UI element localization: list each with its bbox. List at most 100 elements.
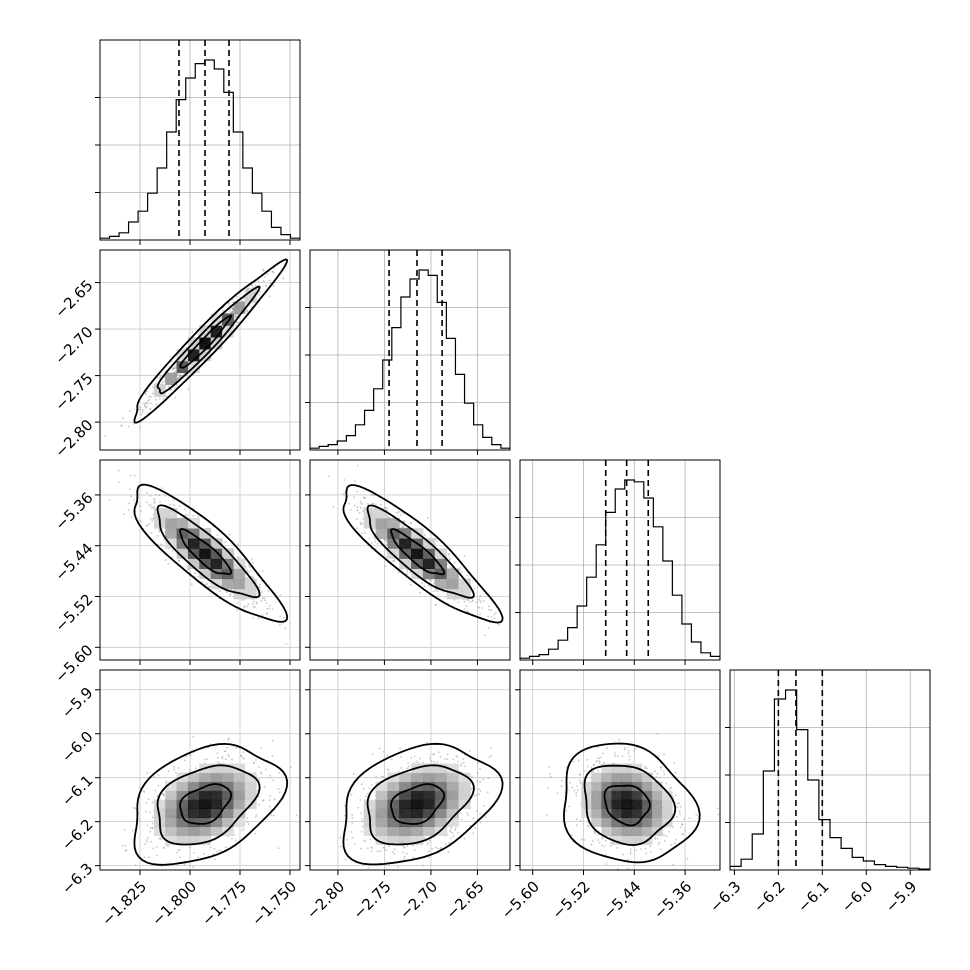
scatter-point [206, 583, 209, 585]
density-cell [176, 817, 189, 828]
scatter-point [382, 776, 385, 778]
scatter-point [227, 737, 230, 740]
density-cell [165, 528, 178, 539]
scatter-point [446, 758, 449, 761]
density-cell [446, 772, 459, 783]
scatter-point [159, 376, 162, 379]
scatter-point [390, 758, 393, 761]
scatter-point [241, 756, 244, 759]
scatter-point [402, 844, 405, 847]
density-cell [422, 772, 436, 783]
scatter-point [586, 758, 589, 761]
scatter-point [372, 502, 374, 505]
scatter-point [158, 530, 161, 533]
scatter-point [247, 823, 250, 825]
density-cell [434, 790, 448, 801]
scatter-point [228, 309, 231, 312]
scatter-point [385, 543, 388, 546]
scatter-point [149, 826, 152, 829]
density-cell [187, 781, 200, 792]
scatter-point [384, 538, 387, 541]
scatter-point [130, 495, 132, 498]
scatter-point [153, 497, 155, 500]
scatter-point [393, 559, 396, 562]
scatter-point [158, 377, 161, 380]
panel-frame [309, 459, 511, 661]
panel-frame [309, 249, 511, 451]
scatter-point [261, 570, 264, 573]
scatter-point [144, 405, 146, 408]
density-cell [422, 790, 436, 801]
scatter-point [479, 790, 482, 792]
scatter-point [179, 856, 181, 859]
scatter-point [258, 293, 261, 296]
scatter-point [148, 504, 151, 507]
density-cell [199, 558, 212, 569]
density-cell [165, 538, 178, 549]
density-cell [375, 507, 388, 519]
scatter-point [433, 760, 435, 763]
scatter-point [327, 475, 330, 478]
scatter-point [228, 304, 231, 307]
scatter-point [376, 850, 379, 853]
density-cell [375, 826, 388, 837]
scatter-point [384, 565, 387, 568]
scatter-point [490, 609, 493, 611]
scatter-point [357, 806, 359, 809]
scatter-point [344, 858, 347, 861]
density-cell [165, 790, 178, 801]
scatter-point [156, 534, 159, 537]
density-cell [446, 790, 459, 801]
scatter-point [267, 589, 270, 592]
scatter-point [262, 270, 265, 272]
scatter-point [362, 496, 365, 499]
scatter-point [454, 827, 457, 830]
scatter-point [403, 857, 405, 860]
scatter-point [122, 513, 125, 515]
scatter-point [482, 778, 484, 781]
scatter-point [472, 817, 475, 820]
scatter-point [159, 543, 162, 546]
scatter-point [278, 772, 280, 774]
scatter-point [269, 774, 271, 777]
scatter-point [173, 766, 176, 768]
scatter-point [128, 488, 131, 490]
contour-level-2 [133, 742, 289, 866]
scatter-point [186, 375, 189, 378]
density-cell [434, 763, 448, 774]
scatter-point [490, 615, 493, 618]
density-cell [387, 781, 400, 792]
scatter-point [202, 852, 205, 855]
scatter-point [447, 850, 450, 853]
scatter-point [138, 818, 141, 821]
pair-panel-3-0 [95, 669, 301, 875]
density-cell [187, 528, 200, 539]
scatter-point [364, 497, 367, 499]
scatter-point [446, 753, 449, 756]
scatter-point [224, 846, 227, 849]
pair-content [100, 460, 300, 660]
density-cell [187, 799, 200, 810]
density-cell [387, 817, 400, 828]
scatter-point [425, 578, 427, 581]
scatter-point [469, 600, 472, 603]
density-cell [446, 588, 459, 600]
scatter-point [255, 814, 258, 817]
scatter-point [127, 509, 130, 512]
scatter-point [247, 576, 249, 579]
density-cell [399, 528, 412, 539]
scatter-point [163, 538, 165, 541]
scatter-point [351, 837, 354, 840]
scatter-point [244, 565, 247, 568]
scatter-point [429, 578, 432, 581]
scatter-point [488, 756, 491, 759]
scatter-point [148, 399, 151, 401]
scatter-point [144, 402, 147, 405]
density-cell [199, 337, 212, 350]
scatter-point [487, 615, 490, 618]
scatter-point [259, 290, 262, 293]
scatter-point [386, 768, 389, 771]
scatter-point [388, 845, 391, 848]
scatter-point [379, 850, 382, 853]
